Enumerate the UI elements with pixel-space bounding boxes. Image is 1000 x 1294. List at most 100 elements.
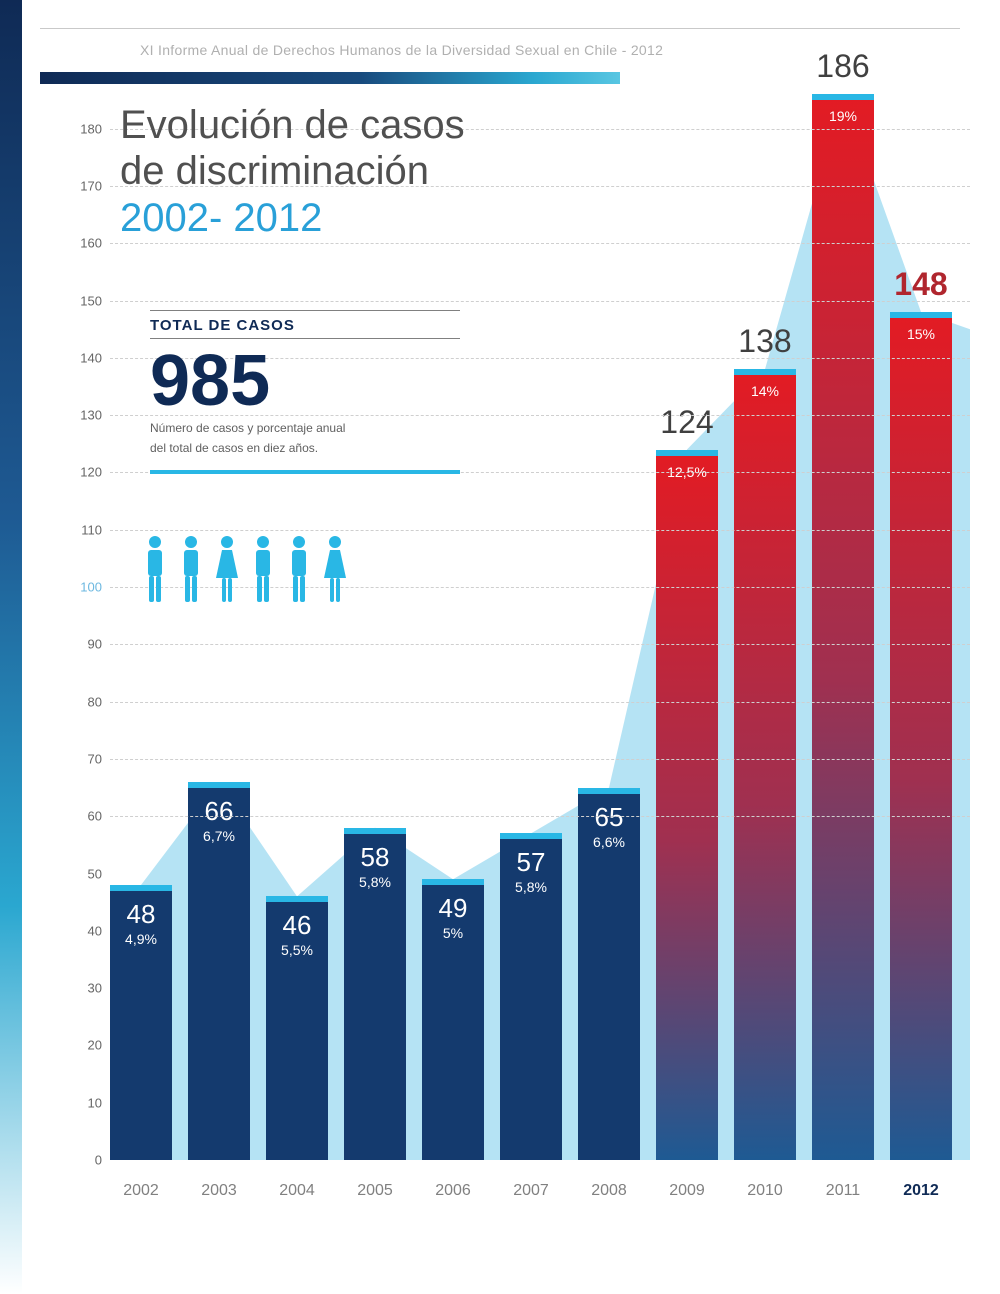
- bar-percent-label: 19%: [812, 108, 874, 124]
- y-tick-label: 140: [70, 350, 102, 365]
- bar: 666,7%: [188, 782, 250, 1160]
- x-tick-label: 2003: [188, 1182, 250, 1200]
- bar: 495%: [422, 879, 484, 1160]
- bar-cap: [344, 828, 406, 834]
- y-tick-label: 170: [70, 178, 102, 193]
- top-rule: [40, 28, 960, 29]
- bar: 656,6%: [578, 788, 640, 1160]
- bar-value-label: 138: [714, 323, 816, 360]
- grid-line: [110, 702, 970, 703]
- x-tick-label: 2007: [500, 1182, 562, 1200]
- bar-value-label: 186: [792, 48, 894, 85]
- title-line1: Evolución de casos: [120, 102, 560, 148]
- x-tick-label: 2010: [734, 1182, 796, 1200]
- grid-line: [110, 816, 970, 817]
- header-accent-bar: [40, 72, 620, 84]
- bar-body: [890, 312, 952, 1160]
- left-gradient-stripe: [0, 0, 22, 1294]
- bar-percent-label: 5,8%: [500, 879, 562, 895]
- x-tick-label: 2012: [890, 1182, 952, 1200]
- bar-cap: [266, 896, 328, 902]
- bar-cap: [656, 450, 718, 456]
- grid-line: [110, 243, 970, 244]
- y-tick-label: 20: [70, 1038, 102, 1053]
- total-label: TOTAL DE CASOS: [150, 317, 460, 334]
- x-tick-label: 2006: [422, 1182, 484, 1200]
- y-tick-label: 60: [70, 809, 102, 824]
- bar-percent-label: 6,7%: [188, 828, 250, 844]
- title-block: Evolución de casos de discriminación 200…: [120, 102, 560, 241]
- x-tick-label: 2009: [656, 1182, 718, 1200]
- y-tick-label: 150: [70, 293, 102, 308]
- total-rule-mid: [150, 338, 460, 339]
- x-tick-label: 2002: [110, 1182, 172, 1200]
- chart: 484,9%666,7%465,5%585,8%495%575,8%656,6%…: [70, 100, 970, 1200]
- bar-cap: [500, 833, 562, 839]
- bar-value-label: 66: [188, 796, 250, 827]
- y-tick-label: 130: [70, 408, 102, 423]
- x-tick-label: 2005: [344, 1182, 406, 1200]
- bar-value-label: 57: [500, 847, 562, 878]
- bar-body: [656, 450, 718, 1160]
- bar-percent-label: 5,5%: [266, 942, 328, 958]
- total-block: TOTAL DE CASOS 985 Número de casos y por…: [150, 310, 460, 474]
- bar-value-label: 58: [344, 842, 406, 873]
- bar-percent-label: 14%: [734, 383, 796, 399]
- total-rule-top: [150, 310, 460, 311]
- bar-cap: [812, 94, 874, 100]
- total-number: 985: [150, 345, 460, 417]
- bar: 13814%: [734, 369, 796, 1160]
- bar-value-label: 46: [266, 910, 328, 941]
- bar-value-label: 148: [870, 266, 972, 303]
- bar-cap: [578, 788, 640, 794]
- y-tick-label: 50: [70, 866, 102, 881]
- bars-container: 484,9%666,7%465,5%585,8%495%575,8%656,6%…: [110, 100, 970, 1160]
- x-tick-label: 2008: [578, 1182, 640, 1200]
- title-years: 2002- 2012: [120, 196, 560, 241]
- bar-value-label: 49: [422, 893, 484, 924]
- bar-percent-label: 5%: [422, 925, 484, 941]
- y-tick-label: 0: [70, 1153, 102, 1168]
- y-tick-label: 160: [70, 236, 102, 251]
- bar-cap: [422, 879, 484, 885]
- bar-percent-label: 5,8%: [344, 874, 406, 890]
- bar: 14815%: [890, 312, 952, 1160]
- bar-cap: [890, 312, 952, 318]
- bar: 585,8%: [344, 828, 406, 1160]
- bar-cap: [188, 782, 250, 788]
- report-header: XI Informe Anual de Derechos Humanos de …: [140, 42, 663, 58]
- y-tick-label: 80: [70, 694, 102, 709]
- y-tick-label: 30: [70, 981, 102, 996]
- grid-line: [110, 301, 970, 302]
- x-tick-label: 2004: [266, 1182, 328, 1200]
- title-line2: de discriminación: [120, 148, 560, 194]
- bar-cap: [734, 369, 796, 375]
- bar-percent-label: 15%: [890, 326, 952, 342]
- y-tick-label: 180: [70, 121, 102, 136]
- y-tick-label: 70: [70, 751, 102, 766]
- bar-body: [734, 369, 796, 1160]
- bar-percent-label: 4,9%: [110, 931, 172, 947]
- bar-value-label: 48: [110, 899, 172, 930]
- y-tick-label: 90: [70, 637, 102, 652]
- bar: 575,8%: [500, 833, 562, 1160]
- bar-percent-label: 6,6%: [578, 834, 640, 850]
- bar: 465,5%: [266, 896, 328, 1160]
- bar: 484,9%: [110, 885, 172, 1160]
- y-tick-label: 110: [70, 522, 102, 537]
- bar: 12412,5%: [656, 450, 718, 1160]
- grid-line: [110, 644, 970, 645]
- total-rule-bottom: [150, 470, 460, 474]
- y-tick-label: 40: [70, 923, 102, 938]
- y-tick-label: 100: [70, 580, 102, 595]
- total-sub1: Número de casos y porcentaje anual: [150, 421, 460, 437]
- grid-line: [110, 759, 970, 760]
- people-icon-row: [140, 530, 360, 610]
- bar-value-label: 124: [636, 404, 738, 441]
- bar-cap: [110, 885, 172, 891]
- bar-body: [812, 94, 874, 1160]
- total-sub2: del total de casos en diez años.: [150, 441, 460, 457]
- bar: 18619%: [812, 94, 874, 1160]
- y-tick-label: 10: [70, 1095, 102, 1110]
- y-tick-label: 120: [70, 465, 102, 480]
